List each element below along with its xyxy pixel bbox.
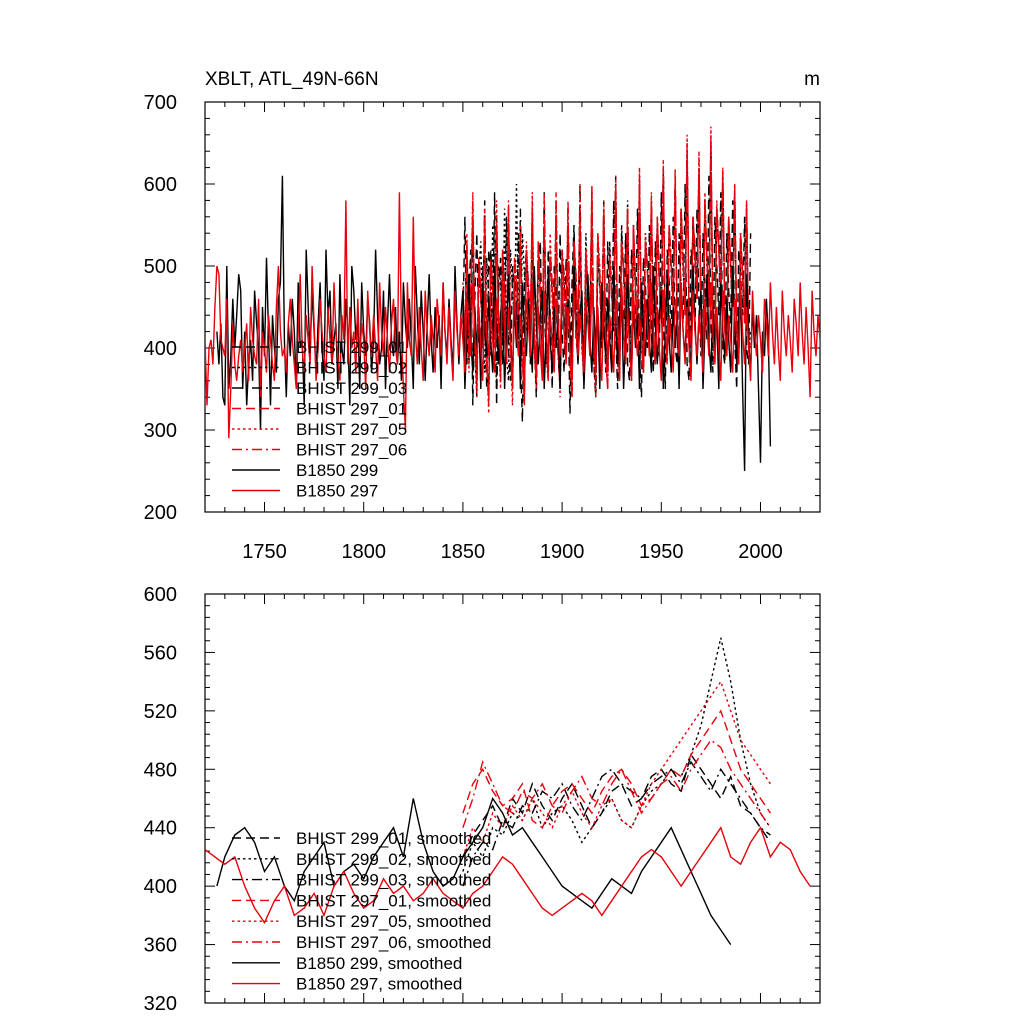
- legend-label: BHIST 299_02, smoothed: [296, 850, 491, 869]
- series-line: [205, 192, 820, 439]
- title-left: XBLT, ATL_49N-66N: [205, 69, 379, 90]
- y-tick-label: 600: [144, 584, 177, 606]
- legend-label: BHIST 299_03, smoothed: [296, 871, 491, 890]
- legend-label: BHIST 297_06: [296, 441, 407, 460]
- series-line: [216, 796, 732, 945]
- x-tick-label: 1800: [341, 541, 386, 563]
- legend-label: BHIST 297_05: [296, 420, 407, 439]
- y-tick-label: 440: [144, 818, 177, 840]
- series-line: [216, 175, 772, 472]
- series-line: [462, 753, 771, 858]
- legend-label: BHIST 299_02: [296, 359, 407, 378]
- y-tick-label: 360: [144, 935, 177, 957]
- y-tick-label: 320: [144, 993, 177, 1015]
- y-tick-label: 520: [144, 701, 177, 723]
- x-tick-label: 1850: [441, 541, 486, 563]
- legend-label: BHIST 297_01: [296, 400, 407, 419]
- legend-label: B1850 297: [296, 482, 378, 501]
- x-tick-label: 1950: [639, 541, 684, 563]
- x-tick-label: 1750: [242, 541, 287, 563]
- y-tick-label: 480: [144, 759, 177, 781]
- series-line: [462, 739, 771, 829]
- legend-label: BHIST 297_01, smoothed: [296, 891, 491, 910]
- x-tick-label: 1900: [540, 541, 585, 563]
- legend-label: BHIST 299_01, smoothed: [296, 829, 491, 848]
- y-tick-label: 300: [144, 420, 177, 442]
- legend-label: BHIST 299_03: [296, 379, 407, 398]
- plot-frame: [204, 101, 821, 513]
- legend-label: B1850 299, smoothed: [296, 954, 462, 973]
- plot-frame: [204, 593, 821, 1004]
- bottom-panel: 320 360 400 440 480 520 560 600 BHIST 299_01, sm…: [144, 584, 821, 1015]
- x-tick-label: 2000: [738, 541, 783, 563]
- series-line: [462, 637, 771, 872]
- y-tick-label: 200: [144, 502, 177, 524]
- y-tick-label: 600: [144, 174, 177, 196]
- legend-label: B1850 297, smoothed: [296, 975, 462, 994]
- legend-label: BHIST 297_06, smoothed: [296, 933, 491, 952]
- series-line: [205, 826, 811, 925]
- legend-label: BHIST 299_01: [296, 338, 407, 357]
- title-right: m: [804, 69, 820, 90]
- y-tick-label: 400: [144, 338, 177, 360]
- y-tick-label: 500: [144, 256, 177, 278]
- series-line: [462, 760, 771, 887]
- legend-label: B1850 299: [296, 461, 378, 480]
- series-line: [462, 680, 771, 858]
- top-panel: 200 300 400 500 600 700 1750 1800 1850 1900 1950 20…: [144, 92, 821, 563]
- y-tick-label: 700: [144, 92, 177, 114]
- y-tick-label: 560: [144, 642, 177, 664]
- y-tick-label: 400: [144, 876, 177, 898]
- legend-label: BHIST 297_05, smoothed: [296, 912, 491, 931]
- series-line: [462, 709, 771, 829]
